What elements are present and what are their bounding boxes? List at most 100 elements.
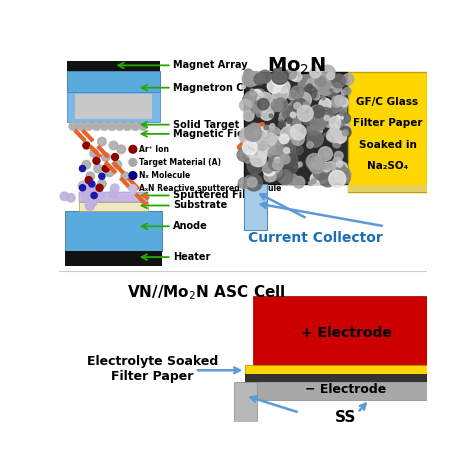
Text: SS: SS <box>335 410 357 425</box>
Circle shape <box>310 157 315 161</box>
Circle shape <box>288 103 295 110</box>
Circle shape <box>85 189 93 197</box>
Circle shape <box>314 159 324 169</box>
Circle shape <box>337 161 343 167</box>
Circle shape <box>250 89 254 92</box>
Circle shape <box>290 73 297 81</box>
Circle shape <box>292 132 304 146</box>
Circle shape <box>313 84 317 88</box>
Circle shape <box>264 158 281 175</box>
Circle shape <box>129 185 137 192</box>
Polygon shape <box>245 365 427 374</box>
Circle shape <box>89 184 98 192</box>
Circle shape <box>264 171 275 182</box>
Bar <box>244 72 348 184</box>
Bar <box>67 61 160 71</box>
Circle shape <box>257 130 264 138</box>
Circle shape <box>310 67 321 78</box>
Circle shape <box>256 137 268 149</box>
Circle shape <box>341 174 350 183</box>
Circle shape <box>343 74 354 85</box>
Circle shape <box>332 74 346 88</box>
Circle shape <box>255 139 265 150</box>
Circle shape <box>291 147 295 153</box>
Circle shape <box>293 176 305 188</box>
Circle shape <box>274 98 288 112</box>
Circle shape <box>260 126 276 141</box>
Circle shape <box>123 121 132 131</box>
Circle shape <box>268 112 272 117</box>
Circle shape <box>110 184 119 192</box>
Circle shape <box>283 109 293 119</box>
Circle shape <box>257 99 269 110</box>
Circle shape <box>273 85 288 101</box>
Circle shape <box>341 90 346 95</box>
Circle shape <box>245 125 262 141</box>
Circle shape <box>319 147 332 161</box>
Circle shape <box>310 105 325 120</box>
Circle shape <box>249 90 263 103</box>
Circle shape <box>334 167 351 183</box>
Text: Current Collector: Current Collector <box>247 231 383 245</box>
Circle shape <box>82 160 91 169</box>
Circle shape <box>93 157 100 164</box>
Text: VN//Mo$_2$N ASC Cell: VN//Mo$_2$N ASC Cell <box>127 283 286 302</box>
Circle shape <box>96 184 103 191</box>
Circle shape <box>307 158 311 162</box>
Circle shape <box>275 134 286 145</box>
Circle shape <box>288 90 298 100</box>
Circle shape <box>284 160 298 174</box>
Circle shape <box>99 173 105 179</box>
Circle shape <box>67 193 75 202</box>
Circle shape <box>294 102 301 109</box>
Text: Na₂SO₄: Na₂SO₄ <box>367 161 408 171</box>
Circle shape <box>309 156 326 173</box>
Circle shape <box>337 120 349 133</box>
Circle shape <box>102 165 109 172</box>
Circle shape <box>284 147 290 154</box>
Circle shape <box>94 164 102 173</box>
Circle shape <box>317 112 331 126</box>
Circle shape <box>338 114 349 125</box>
Circle shape <box>310 70 316 77</box>
Circle shape <box>340 98 348 107</box>
Circle shape <box>242 85 246 89</box>
Circle shape <box>313 165 329 180</box>
Circle shape <box>308 121 321 135</box>
Circle shape <box>257 144 261 148</box>
Text: Soaked in: Soaked in <box>358 140 416 150</box>
Circle shape <box>287 111 295 119</box>
Circle shape <box>312 92 320 100</box>
Circle shape <box>327 72 335 80</box>
Circle shape <box>324 115 329 120</box>
Circle shape <box>273 160 283 170</box>
Circle shape <box>337 164 346 173</box>
Circle shape <box>341 98 348 104</box>
Circle shape <box>289 109 303 124</box>
Polygon shape <box>253 296 427 365</box>
Circle shape <box>283 176 292 185</box>
Circle shape <box>340 122 349 131</box>
Circle shape <box>309 182 313 186</box>
Circle shape <box>129 146 137 153</box>
Circle shape <box>258 70 271 83</box>
Circle shape <box>297 162 302 167</box>
Circle shape <box>243 110 254 121</box>
Circle shape <box>286 118 292 123</box>
Text: Magnetron Cathode: Magnetron Cathode <box>173 82 282 93</box>
Circle shape <box>327 134 334 141</box>
Circle shape <box>60 192 69 201</box>
Text: Magnetic Field: Magnetic Field <box>173 129 255 139</box>
Circle shape <box>244 91 259 106</box>
Circle shape <box>276 87 279 90</box>
Circle shape <box>90 149 99 157</box>
Circle shape <box>81 189 90 197</box>
Circle shape <box>324 178 330 184</box>
Text: Nₓ Molecule: Nₓ Molecule <box>139 171 191 180</box>
Circle shape <box>121 172 129 181</box>
Circle shape <box>278 80 286 89</box>
Circle shape <box>324 133 327 137</box>
Text: AₓN Reactive sputtered Molecule: AₓN Reactive sputtered Molecule <box>139 184 282 193</box>
Circle shape <box>246 176 251 180</box>
Bar <box>75 94 152 119</box>
